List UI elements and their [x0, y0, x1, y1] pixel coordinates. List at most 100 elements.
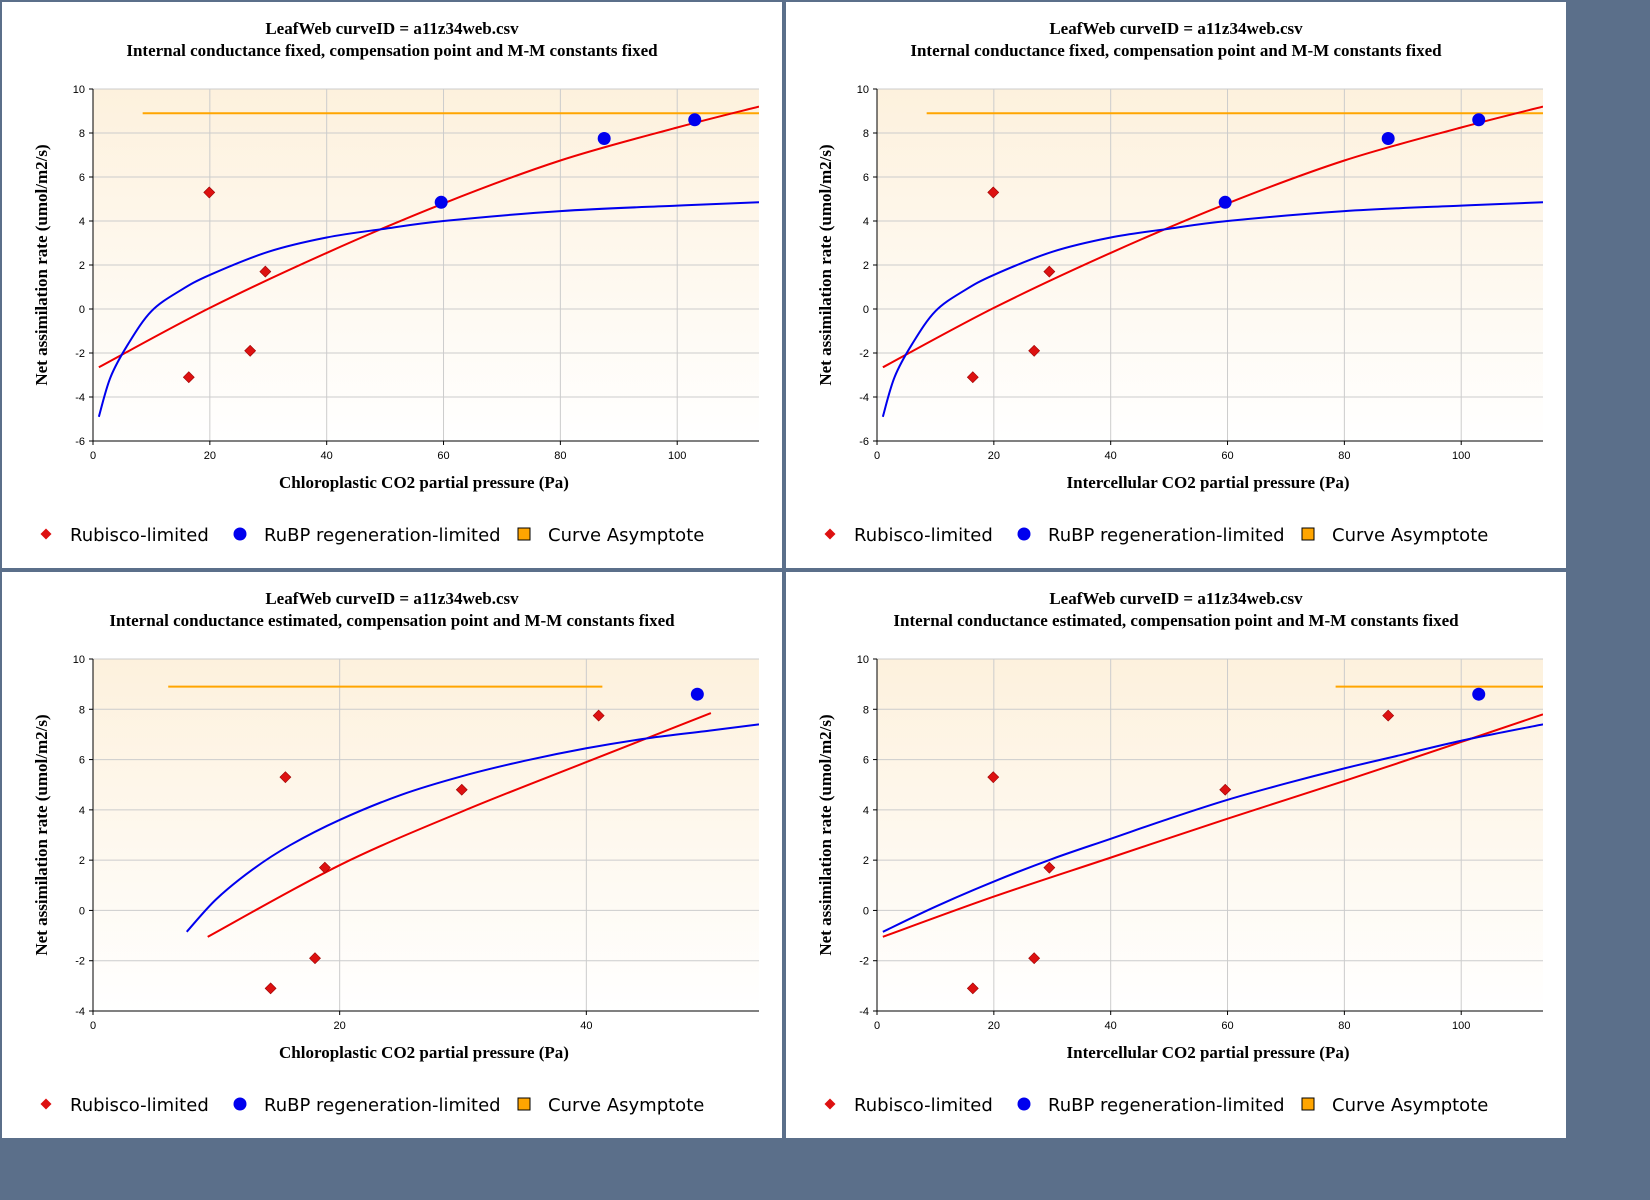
- legend-label: Curve Asymptote: [1332, 525, 1488, 546]
- y-tick-label: 10: [73, 84, 85, 96]
- chart-subtitle: Internal conductance fixed, compensation…: [910, 41, 1442, 60]
- rubp-point: [1218, 195, 1232, 209]
- rubisco-point: [259, 265, 272, 278]
- rubp-point: [1472, 687, 1486, 701]
- y-tick-label: 0: [79, 304, 85, 316]
- legend-square-icon: [1301, 1097, 1315, 1111]
- x-tick-label: 60: [1221, 450, 1233, 462]
- y-tick-label: 4: [863, 216, 869, 228]
- x-tick-label: 80: [554, 450, 566, 462]
- chart-panel-1: -6 -4 -2 0 2 4 6 8 10 0 20 40 60 80 100 LeafWeb curveID…: [2, 2, 782, 568]
- legend-label: Rubisco-limited: [70, 525, 209, 546]
- x-tick-label: 40: [1105, 450, 1117, 462]
- x-tick-label: 40: [321, 450, 333, 462]
- chart-title: LeafWeb curveID = a11z34web.csv: [265, 19, 519, 38]
- rubisco-point: [203, 186, 216, 199]
- y-tick-label: 8: [79, 128, 85, 140]
- rubisco-point: [244, 344, 257, 357]
- y-tick-label: 10: [73, 654, 85, 666]
- y-tick-label: -6: [859, 436, 869, 448]
- fit-curve-line: [881, 201, 1543, 418]
- y-tick-label: 8: [79, 704, 85, 716]
- x-tick-label: 80: [1338, 1020, 1350, 1032]
- chart-svg: -4 -2 0 2 4 6 8 10 0 20 40 LeafWeb curveID = a11z34…: [32, 589, 759, 1116]
- x-tick-label: 0: [874, 1020, 880, 1032]
- y-tick-label: -4: [75, 1006, 85, 1018]
- rubisco-point: [182, 371, 195, 384]
- x-axis-label: Intercellular CO2 partial pressure (Pa): [1067, 473, 1350, 492]
- legend-circle-icon: [1017, 1097, 1031, 1111]
- y-tick-label: 2: [863, 260, 869, 272]
- fit-curve-line: [97, 201, 759, 418]
- x-tick-label: 40: [1105, 1020, 1117, 1032]
- fit-curve-line: [882, 723, 1543, 933]
- x-tick-label: 20: [988, 450, 1000, 462]
- rubisco-point: [1382, 709, 1395, 722]
- chart-subtitle: Internal conductance fixed, compensation…: [126, 41, 658, 60]
- x-tick-label: 0: [874, 450, 880, 462]
- legend-label: Rubisco-limited: [854, 525, 993, 546]
- legend-label: RuBP regeneration-limited: [1048, 1095, 1285, 1116]
- x-axis-label: Intercellular CO2 partial pressure (Pa): [1067, 1043, 1350, 1062]
- chart-subtitle: Internal conductance estimated, compensa…: [893, 611, 1459, 630]
- rubisco-point: [318, 861, 331, 874]
- y-tick-label: 0: [863, 905, 869, 917]
- legend-circle-icon: [233, 1097, 247, 1111]
- y-axis-label: Net assimilation rate (umol/m2/s): [32, 144, 51, 385]
- chart-title: LeafWeb curveID = a11z34web.csv: [1049, 589, 1303, 608]
- legend-diamond-icon: [40, 528, 52, 540]
- legend-label: Curve Asymptote: [548, 1095, 704, 1116]
- rubp-point: [597, 132, 611, 145]
- rubisco-point: [279, 771, 292, 784]
- y-tick-label: 0: [79, 905, 85, 917]
- x-tick-label: 20: [334, 1020, 346, 1032]
- legend-square-icon: [1301, 527, 1315, 541]
- rubp-point: [434, 195, 448, 209]
- y-tick-label: 6: [863, 172, 869, 184]
- x-tick-label: 100: [668, 450, 686, 462]
- rubisco-point: [592, 709, 605, 722]
- x-tick-label: 60: [1221, 1020, 1233, 1032]
- y-tick-label: 8: [863, 704, 869, 716]
- y-tick-label: 4: [79, 216, 85, 228]
- y-tick-label: -2: [75, 348, 85, 360]
- rubisco-point: [987, 186, 1000, 199]
- fit-curve-line: [882, 713, 1543, 938]
- rubisco-point: [1219, 783, 1232, 796]
- legend-label: Rubisco-limited: [854, 1095, 993, 1116]
- y-tick-label: -2: [859, 348, 869, 360]
- chart-panel-4: -4 -2 0 2 4 6 8 10 0 20 40 60 80 100 LeafWeb curveID =…: [786, 572, 1566, 1138]
- rubisco-point: [1043, 861, 1056, 874]
- rubisco-point: [987, 771, 1000, 784]
- y-tick-label: 6: [863, 755, 869, 767]
- chart-title: LeafWeb curveID = a11z34web.csv: [1049, 19, 1303, 38]
- plot-series-group: [882, 685, 1543, 938]
- chart-title: LeafWeb curveID = a11z34web.csv: [265, 589, 519, 608]
- y-tick-label: -4: [859, 1006, 869, 1018]
- chart-panel-2: -6 -4 -2 0 2 4 6 8 10 0 20 40 60 80 100 LeafWeb curveID…: [786, 2, 1566, 568]
- y-tick-label: -4: [75, 392, 85, 404]
- plot-area: [877, 659, 1543, 1011]
- rubisco-point: [309, 952, 321, 965]
- y-tick-label: 4: [79, 805, 85, 817]
- x-tick-label: 20: [988, 1020, 1000, 1032]
- x-tick-label: 20: [204, 450, 216, 462]
- legend-circle-icon: [1017, 527, 1031, 541]
- plot-area: [93, 659, 759, 1011]
- y-tick-label: 6: [79, 172, 85, 184]
- y-tick-label: 8: [863, 128, 869, 140]
- legend-label: RuBP regeneration-limited: [264, 525, 501, 546]
- rubisco-point: [1028, 344, 1041, 357]
- legend-circle-icon: [233, 527, 247, 541]
- chart-panel-3: -4 -2 0 2 4 6 8 10 0 20 40 LeafWeb curveID = a11z34…: [2, 572, 782, 1138]
- fit-curve-line: [185, 723, 759, 933]
- legend-diamond-icon: [824, 1098, 836, 1110]
- legend-square-icon: [517, 527, 531, 541]
- y-tick-label: -6: [75, 436, 85, 448]
- x-tick-label: 60: [437, 450, 449, 462]
- y-tick-label: 2: [79, 260, 85, 272]
